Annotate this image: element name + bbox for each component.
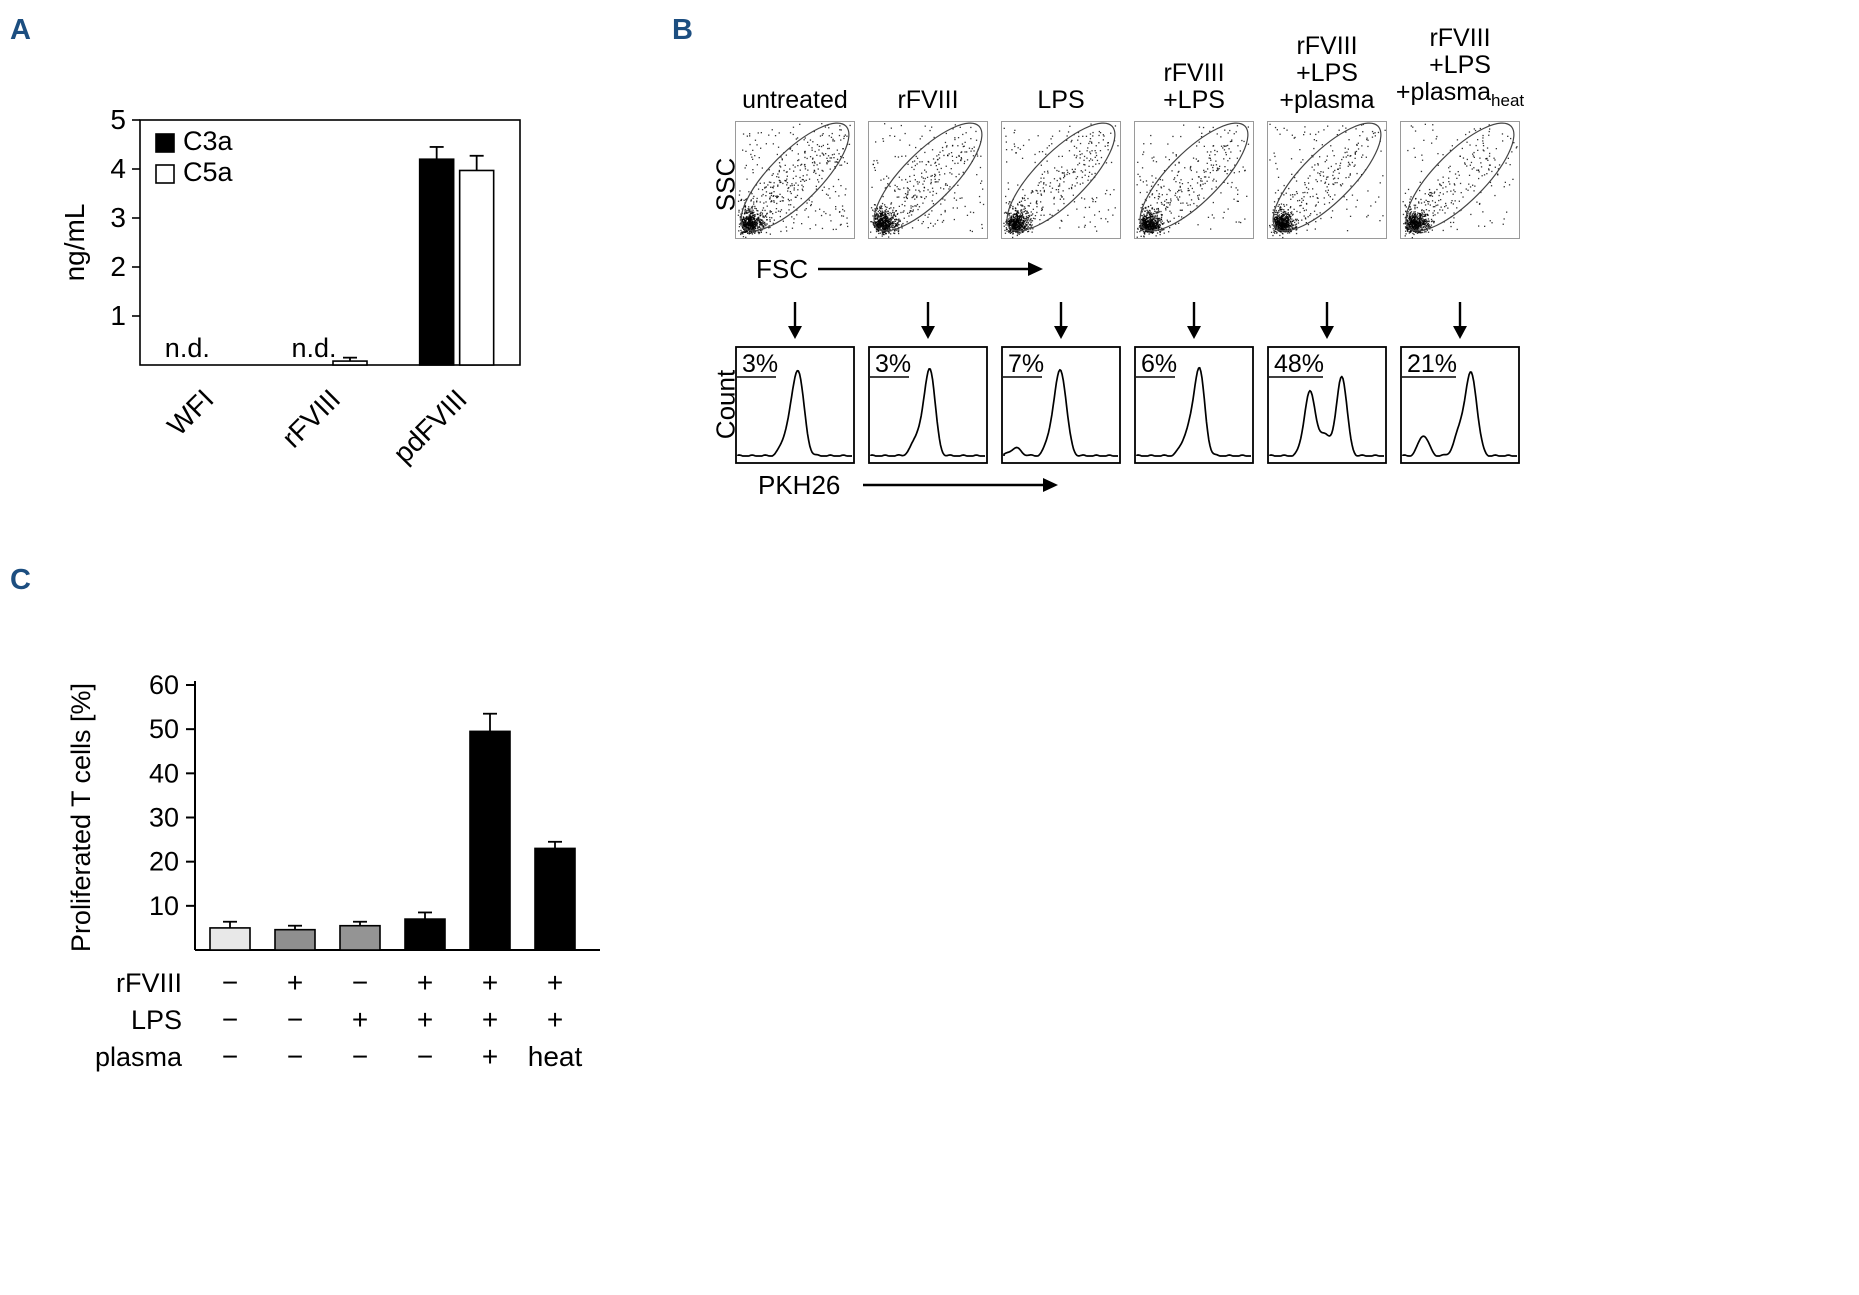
scatter-plot — [735, 121, 855, 239]
x-tick-label: rFVIII — [276, 383, 346, 453]
legend-swatch — [155, 164, 175, 184]
nd-label: n.d. — [291, 333, 336, 363]
count-axis-label: Count — [710, 369, 741, 440]
condition-row-label: plasma — [95, 1042, 183, 1072]
y-axis-label: ng/mL — [60, 204, 90, 282]
percent-label: 3% — [875, 350, 911, 378]
condition-value: − — [222, 967, 238, 998]
svg-text:5: 5 — [110, 104, 126, 135]
percent-label: 21% — [1407, 350, 1457, 378]
scatter-plot — [1134, 121, 1254, 239]
svg-text:3: 3 — [110, 202, 126, 233]
svg-text:1: 1 — [110, 300, 126, 331]
scatter-plot — [1400, 121, 1520, 239]
down-arrow-icon — [1320, 302, 1334, 339]
bar — [274, 928, 316, 951]
flow-cytometry-panel: untreated 3% rFVIII 3% LPS 7% rFVIII +LPS 6% rFVI… — [678, 8, 1638, 518]
nd-label: n.d. — [165, 333, 210, 363]
flow-column-header: rFVIII +LPS +plasma — [1279, 32, 1375, 114]
y-axis-label: Proliferated T cells [%] — [66, 683, 96, 952]
legend-label: C3a — [183, 126, 234, 156]
percent-label: 7% — [1008, 350, 1044, 378]
histogram-plot: 3% — [868, 346, 988, 464]
svg-text:2: 2 — [110, 251, 126, 282]
flow-column-header: rFVIII — [897, 86, 959, 114]
condition-value: + — [547, 967, 563, 998]
pkh26-axis-label: PKH26 — [758, 470, 841, 500]
condition-value: + — [482, 967, 498, 998]
down-arrow-icon — [921, 302, 935, 339]
condition-value: − — [352, 1041, 368, 1072]
scatter-plot — [868, 121, 988, 239]
condition-value: − — [222, 1004, 238, 1035]
condition-value: − — [352, 967, 368, 998]
condition-value: heat — [528, 1041, 583, 1072]
histogram-plot: 7% — [1001, 346, 1121, 464]
panel-b-label: B — [672, 14, 693, 46]
gate-ellipse — [1272, 122, 1382, 232]
fsc-axis-arrow — [818, 262, 1043, 276]
ssc-axis-label: SSC — [710, 157, 741, 212]
condition-value: + — [547, 1004, 563, 1035]
pkh26-axis-arrow — [863, 478, 1058, 492]
plot-frame — [139, 119, 521, 366]
header-subscript: heat — [1491, 91, 1525, 110]
legend-swatch — [155, 133, 175, 153]
percent-label: 48% — [1274, 350, 1324, 378]
flow-column-header: LPS — [1037, 86, 1085, 114]
bar — [332, 360, 368, 366]
bar — [404, 918, 446, 951]
condition-value: + — [417, 967, 433, 998]
down-arrow-icon — [1054, 302, 1068, 339]
histogram-plot: 21% — [1400, 346, 1520, 464]
gate-ellipse — [873, 122, 983, 232]
panel-a-label: A — [10, 14, 31, 46]
histogram-plot: 3% — [735, 346, 855, 464]
bar — [339, 924, 381, 951]
condition-value: − — [287, 1004, 303, 1035]
condition-value: + — [287, 967, 303, 998]
down-arrow-icon — [1453, 302, 1467, 339]
down-arrow-icon — [1187, 302, 1201, 339]
condition-value: + — [352, 1004, 368, 1035]
scatter-plot — [1267, 121, 1387, 239]
flow-column-header: rFVIII +LPS +plasmaheat — [1395, 24, 1525, 111]
condition-value: − — [417, 1041, 433, 1072]
gate-ellipse — [1405, 122, 1515, 232]
x-tick-label: pdFVIII — [387, 383, 473, 469]
scatter-plot — [1001, 121, 1121, 239]
gate-ellipse — [1139, 122, 1249, 232]
condition-value: + — [417, 1004, 433, 1035]
gate-ellipse — [1006, 122, 1116, 232]
bar — [418, 158, 455, 366]
flow-column-header: rFVIII +LPS — [1163, 59, 1225, 114]
bar — [534, 847, 576, 951]
condition-value: + — [482, 1004, 498, 1035]
legend-label: C5a — [183, 157, 234, 187]
bar — [458, 169, 495, 366]
histogram-plot: 6% — [1134, 346, 1254, 464]
x-tick-label: WFI — [161, 383, 219, 441]
fsc-axis-label: FSC — [756, 254, 808, 284]
bar — [469, 730, 511, 951]
condition-value: − — [222, 1041, 238, 1072]
condition-row-label: LPS — [131, 1005, 182, 1035]
condition-value: − — [287, 1041, 303, 1072]
down-arrow-icon — [788, 302, 802, 339]
flow-column-header: untreated — [742, 86, 848, 114]
histogram-plot: 48% — [1267, 346, 1387, 464]
percent-label: 3% — [742, 350, 778, 378]
percent-label: 6% — [1141, 350, 1177, 378]
panel-c-label: C — [10, 564, 31, 596]
bar — [209, 927, 251, 951]
condition-row-label: rFVIII — [116, 968, 182, 998]
gate-ellipse — [740, 122, 850, 232]
svg-text:4: 4 — [110, 153, 126, 184]
condition-value: + — [482, 1041, 498, 1072]
